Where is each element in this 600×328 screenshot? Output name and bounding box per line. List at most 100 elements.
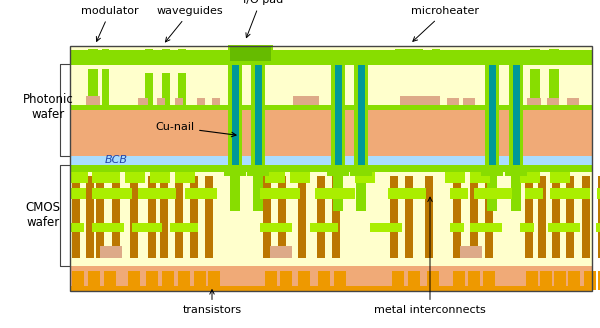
Bar <box>148 176 156 258</box>
Bar <box>260 188 300 199</box>
Bar <box>70 46 592 291</box>
Bar <box>128 271 140 290</box>
Bar <box>175 172 195 183</box>
Bar <box>230 176 240 211</box>
Bar <box>178 271 190 290</box>
Bar <box>520 223 534 232</box>
Text: waveguides: waveguides <box>157 7 223 42</box>
Bar <box>260 223 292 232</box>
Bar <box>125 172 145 183</box>
Bar <box>450 223 464 232</box>
Bar <box>255 65 262 165</box>
Bar <box>525 188 543 199</box>
Bar <box>447 98 459 105</box>
Bar <box>453 176 461 258</box>
Bar <box>333 176 343 211</box>
Bar <box>224 165 246 176</box>
Bar <box>138 188 176 199</box>
Bar <box>194 271 206 290</box>
Bar <box>509 65 523 165</box>
Bar <box>470 172 490 183</box>
Bar <box>178 49 186 65</box>
Bar <box>427 271 439 290</box>
Bar <box>550 188 590 199</box>
Bar <box>72 176 80 258</box>
Bar <box>334 271 346 290</box>
Bar <box>86 96 100 105</box>
Bar <box>228 65 242 165</box>
Bar <box>597 188 600 199</box>
Bar <box>270 246 292 258</box>
Bar <box>470 223 502 232</box>
Bar <box>70 223 84 232</box>
Bar <box>92 223 124 232</box>
Bar <box>527 98 541 105</box>
Text: Cu-nail: Cu-nail <box>155 122 236 137</box>
Bar <box>598 176 600 258</box>
Bar <box>175 176 183 258</box>
Bar <box>566 176 574 258</box>
Text: transistors: transistors <box>182 290 242 315</box>
Bar <box>70 105 592 110</box>
Bar <box>400 96 440 105</box>
Bar <box>112 176 120 258</box>
Bar <box>157 98 165 105</box>
Bar <box>132 223 162 232</box>
Bar <box>88 49 98 65</box>
Bar <box>150 172 170 183</box>
Bar <box>460 246 482 258</box>
Bar <box>178 73 186 105</box>
Bar <box>327 165 349 176</box>
Text: BCB: BCB <box>105 155 128 165</box>
Bar <box>335 65 342 165</box>
Bar <box>70 110 592 156</box>
Bar <box>487 176 497 211</box>
Bar <box>395 49 423 65</box>
Bar <box>392 271 404 290</box>
Bar <box>228 45 273 63</box>
Bar <box>408 271 420 290</box>
Bar <box>474 188 512 199</box>
Bar <box>88 69 98 105</box>
Bar <box>162 49 170 65</box>
Bar <box>405 176 413 258</box>
Bar <box>598 271 600 290</box>
Bar <box>332 176 340 258</box>
Bar <box>138 98 148 105</box>
Bar <box>388 188 426 199</box>
Bar <box>425 176 433 258</box>
Bar <box>70 286 592 291</box>
Bar <box>390 176 398 258</box>
Bar <box>470 176 478 258</box>
Bar <box>251 65 265 165</box>
Bar <box>280 271 292 290</box>
Bar <box>513 65 520 165</box>
Bar <box>548 223 580 232</box>
Bar <box>355 172 375 183</box>
Bar <box>530 69 540 105</box>
Bar <box>175 98 183 105</box>
Bar <box>212 98 220 105</box>
Bar <box>70 46 592 67</box>
Bar <box>208 271 220 290</box>
Bar <box>331 65 345 165</box>
Bar <box>481 165 503 176</box>
Bar <box>145 49 153 65</box>
Bar <box>526 271 538 290</box>
Bar <box>552 176 560 258</box>
Bar <box>72 271 84 290</box>
Bar <box>190 176 198 258</box>
Bar <box>432 49 440 65</box>
Bar <box>278 176 286 258</box>
Bar <box>505 165 527 176</box>
Text: metal interconnects: metal interconnects <box>374 197 486 315</box>
Bar <box>370 223 402 232</box>
Bar <box>445 172 465 183</box>
Bar <box>549 49 559 65</box>
Bar <box>554 271 566 290</box>
Bar <box>538 176 546 258</box>
Bar <box>315 188 355 199</box>
Bar <box>205 176 213 258</box>
Bar <box>350 165 372 176</box>
Bar <box>290 172 310 183</box>
